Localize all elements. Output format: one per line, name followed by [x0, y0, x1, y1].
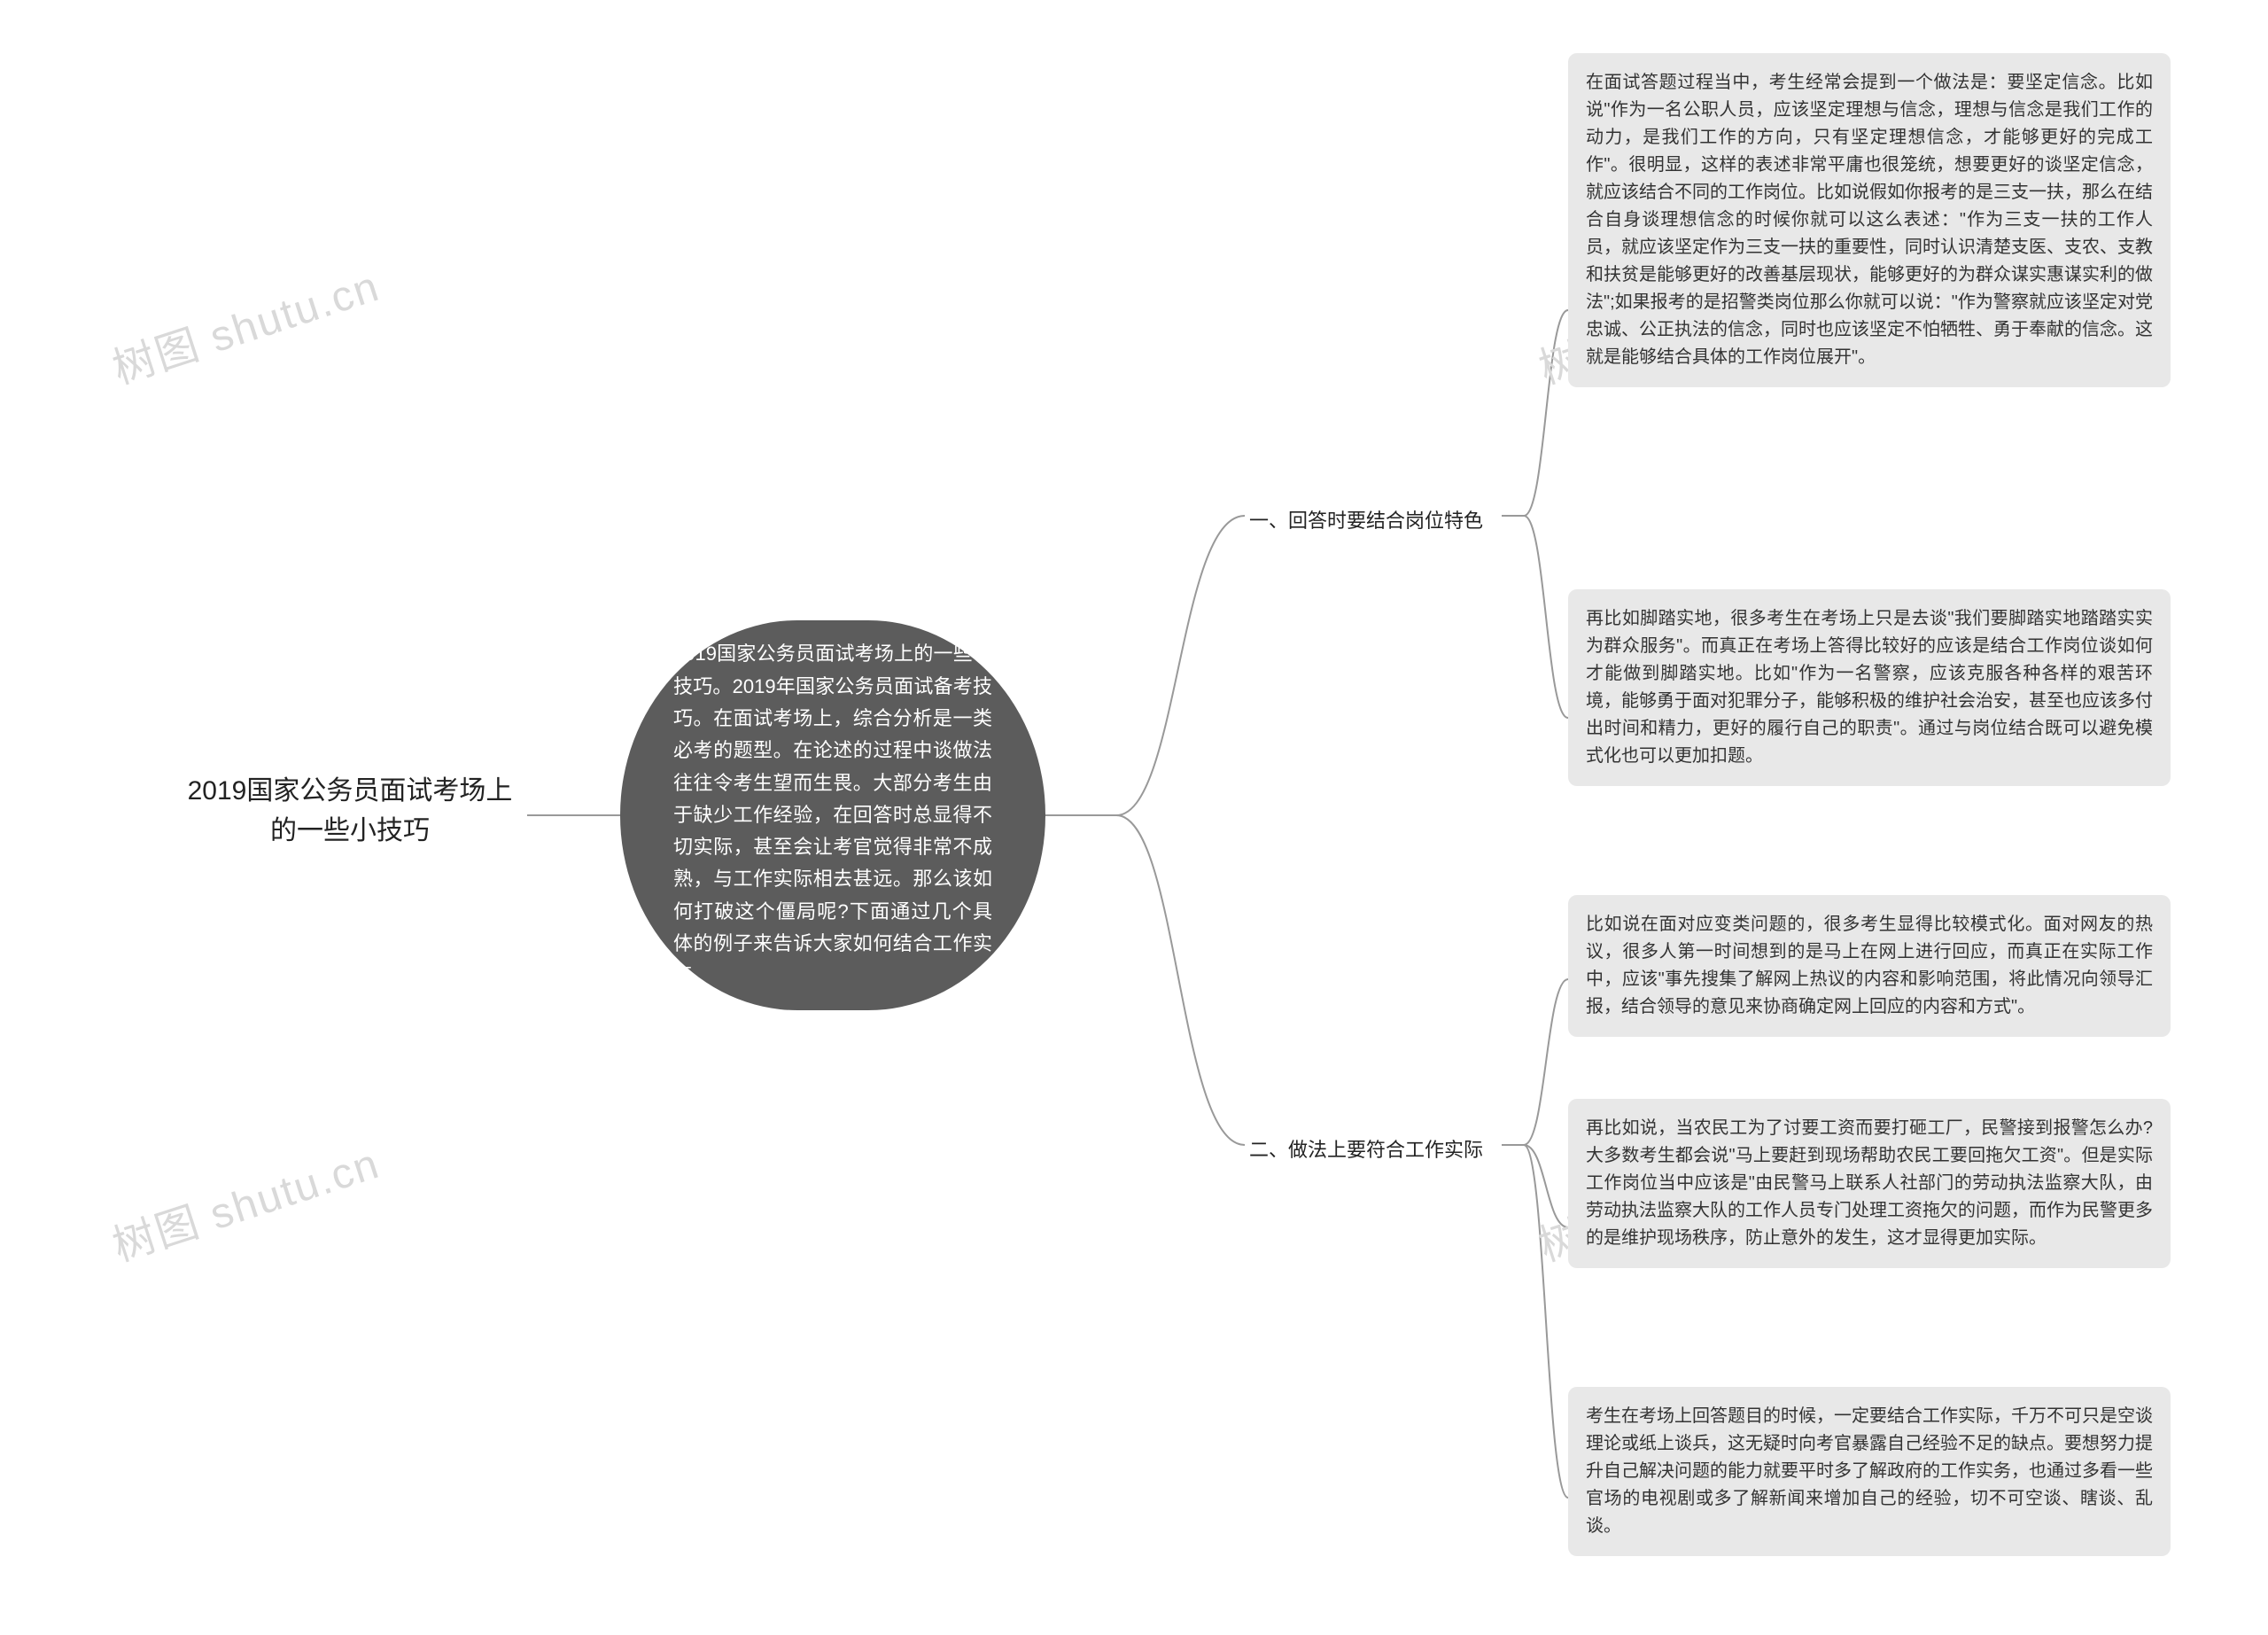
branch-label-1[interactable]: 一、回答时要结合岗位特色	[1249, 505, 1483, 533]
branch-label-2[interactable]: 二、做法上要符合工作实际	[1249, 1134, 1483, 1163]
watermark: 树图 shutu.cn	[104, 251, 386, 395]
detail-node[interactable]: 在面试答题过程当中，考生经常会提到一个做法是：要坚定信念。比如说"作为一名公职人…	[1568, 53, 2171, 387]
central-summary-text: 2019国家公务员面试考场上的一些小技巧。2019年国家公务员面试备考技巧。在面…	[673, 638, 992, 992]
detail-node[interactable]: 再比如脚踏实地，很多考生在考场上只是去谈"我们要脚踏实地踏踏实实为群众服务"。而…	[1568, 589, 2171, 786]
detail-node[interactable]: 再比如说，当农民工为了讨要工资而要打砸工厂，民警接到报警怎么办?大多数考生都会说…	[1568, 1099, 2171, 1268]
detail-node[interactable]: 考生在考场上回答题目的时候，一定要结合工作实际，千万不可只是空谈理论或纸上谈兵，…	[1568, 1387, 2171, 1556]
root-title-node[interactable]: 2019国家公务员面试考场上的一些小技巧	[177, 771, 523, 851]
detail-node[interactable]: 比如说在面对应变类问题的，很多考生显得比较模式化。面对网友的热议，很多人第一时间…	[1568, 895, 2171, 1037]
mindmap-stage: 树图 shutu.cn 树图 shutu.cn 树图 shutu.cn 树图 s…	[0, 0, 2268, 1635]
central-summary-node[interactable]: 2019国家公务员面试考场上的一些小技巧。2019年国家公务员面试备考技巧。在面…	[620, 620, 1045, 1010]
watermark: 树图 shutu.cn	[104, 1128, 386, 1273]
